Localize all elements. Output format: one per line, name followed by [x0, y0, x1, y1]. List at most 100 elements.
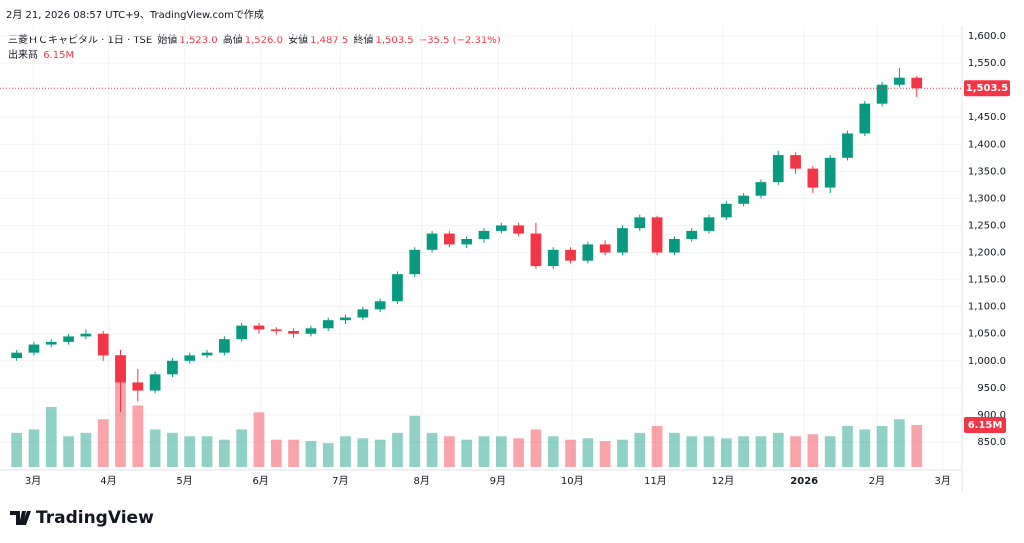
volume-bar — [738, 436, 750, 467]
candle-body — [45, 341, 57, 345]
candle-body — [686, 230, 698, 239]
ohlc-value: 1,526.0 — [244, 35, 283, 46]
candle-body — [894, 77, 905, 85]
volume-bar — [80, 432, 92, 467]
y-tick-label: 1,350.0 — [968, 166, 1006, 177]
ohlc-value: 1,523.0 — [179, 35, 218, 46]
candle-body — [253, 325, 265, 330]
x-tick-label: 11月 — [644, 475, 667, 487]
volume-bar — [547, 436, 559, 467]
candle-body — [80, 333, 92, 337]
candle-body — [461, 239, 473, 245]
volume-bar — [807, 434, 819, 467]
candle-body — [97, 333, 109, 356]
volume-bar — [409, 415, 421, 467]
candle-body — [149, 374, 161, 391]
y-tick-label: 1,300.0 — [968, 193, 1006, 204]
volume-bar — [45, 406, 57, 467]
candle-body — [824, 157, 836, 188]
candle-body — [426, 233, 438, 250]
candle-body — [790, 155, 801, 169]
y-tick-label: 1,400.0 — [968, 139, 1006, 150]
volume-bar — [565, 439, 576, 467]
candle-body — [392, 274, 403, 302]
volume-bar — [461, 439, 473, 467]
candle-body — [495, 225, 507, 231]
x-tick-label: 9月 — [490, 475, 506, 487]
volume-bar — [859, 429, 871, 467]
candle-body — [738, 195, 750, 204]
volume-bar — [495, 436, 507, 467]
y-tick-label: 1,100.0 — [968, 302, 1006, 313]
candle-body — [582, 244, 594, 261]
ohlc-value: 1,503.5 — [375, 35, 414, 46]
candle-body — [11, 352, 23, 359]
candle-body — [565, 249, 576, 261]
volume-bar — [253, 412, 265, 467]
volume-bar — [824, 436, 836, 467]
volume-bar — [530, 429, 542, 467]
volume-bar — [599, 441, 611, 467]
volume-bar — [478, 436, 490, 467]
candle-body — [755, 182, 767, 196]
candle-body — [617, 228, 628, 253]
volume-bar — [669, 432, 680, 467]
volume-row: 出来高 6.15M — [8, 46, 76, 61]
x-tick-label: 6月 — [253, 475, 269, 487]
candle-body — [63, 336, 74, 342]
volume-bar — [876, 426, 888, 467]
volume-bar — [11, 432, 23, 467]
volume-bar — [720, 438, 732, 467]
legend-row: 三菱ＨＣキャピタル · 1日 · TSE 始値 1,523.0 高値 1,526.0… — [8, 31, 503, 46]
x-tick-label: 2月 — [869, 475, 885, 487]
candle-body — [236, 325, 248, 340]
ohlc-name: 安値 — [288, 35, 309, 46]
x-tick-label: 10月 — [561, 475, 584, 487]
y-tick-label: 1,200.0 — [968, 248, 1006, 259]
volume-bar — [426, 432, 438, 467]
candle-body — [876, 84, 888, 104]
volume-box — [964, 416, 1006, 433]
volume-bar — [686, 436, 698, 467]
volume-bar — [513, 438, 524, 467]
candle-body — [478, 230, 490, 239]
x-tick-label: 2026 — [790, 476, 818, 487]
volume-bar — [617, 439, 628, 467]
symbol-title: 三菱ＨＣキャピタル · 1日 · TSE — [8, 35, 153, 46]
last-price-label: 1,503.5 — [966, 83, 1008, 94]
volume-bar — [236, 429, 248, 467]
candle-body — [651, 217, 663, 253]
logo: TradingView — [10, 508, 154, 528]
candle-body — [807, 168, 819, 188]
y-tick-label: 1,250.0 — [968, 220, 1006, 231]
y-tick-label: 1,000.0 — [968, 356, 1006, 367]
candle-body — [842, 133, 853, 158]
candle-body — [772, 155, 784, 183]
logo-text: TradingView — [36, 508, 154, 528]
y-tick-label: 1,450.0 — [968, 112, 1006, 123]
volume-bar — [894, 419, 905, 467]
candle-body — [409, 249, 421, 275]
volume-name: 出来高 — [8, 50, 38, 61]
ohlc-name: 終値 — [353, 35, 374, 46]
change: −35.5 (−2.31%) — [418, 35, 501, 46]
grid — [0, 26, 962, 470]
ohlc-name: 高値 — [222, 35, 243, 46]
candle-body — [444, 233, 455, 245]
candle-body — [115, 355, 126, 383]
y-tick-label: 850.0 — [977, 437, 1006, 448]
last-price-box — [964, 80, 1010, 97]
volume-bar — [755, 436, 767, 467]
volume-bar — [305, 441, 317, 467]
x-tick-label: 3月 — [25, 475, 41, 487]
y-tick-label: 1,550.0 — [968, 58, 1006, 69]
volume-bar — [201, 436, 213, 467]
candle-body — [859, 103, 871, 134]
volume-bar — [357, 438, 369, 467]
volume-bar — [184, 436, 196, 467]
candle-body — [201, 352, 213, 356]
candle-body — [167, 360, 178, 375]
candle-body — [28, 344, 40, 353]
y-tick-label: 1,050.0 — [968, 329, 1006, 340]
